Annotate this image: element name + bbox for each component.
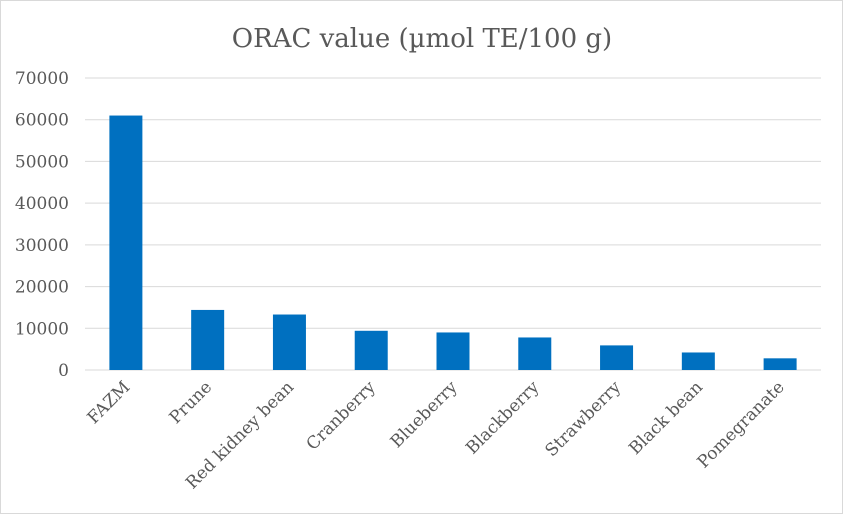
bars	[109, 115, 797, 371]
x-category-label: FAZM	[84, 377, 135, 428]
x-category-label: Blackberry	[462, 377, 543, 458]
bar	[191, 309, 225, 370]
y-tick-label: 40000	[15, 194, 69, 214]
y-tick-label: 10000	[15, 319, 69, 339]
y-tick-label: 70000	[15, 69, 69, 89]
y-tick-label: 60000	[15, 111, 69, 131]
y-tick-label: 30000	[15, 236, 69, 256]
x-category-label: Pomegranate	[694, 377, 789, 472]
y-axis-ticks: 0 10000 20000 30000 40000 50000 60000 70000	[15, 69, 69, 381]
bar	[272, 314, 306, 370]
chart-title: ORAC value (µmol TE/100 g)	[232, 24, 612, 54]
bar	[354, 330, 388, 370]
y-tick-label: 0	[58, 361, 69, 381]
bar	[109, 115, 143, 371]
bar	[518, 337, 552, 370]
x-category-label: Prune	[166, 377, 217, 428]
x-category-label: Blueberry	[387, 377, 462, 452]
y-tick-label: 50000	[15, 152, 69, 172]
x-category-label: Cranberry	[303, 377, 380, 454]
x-category-label: Black bean	[625, 377, 707, 459]
bar	[681, 352, 715, 370]
y-tick-label: 20000	[15, 278, 69, 298]
bar	[763, 358, 797, 370]
bar	[436, 332, 470, 370]
bar	[600, 345, 634, 370]
x-category-label: Strawberry	[542, 377, 626, 461]
